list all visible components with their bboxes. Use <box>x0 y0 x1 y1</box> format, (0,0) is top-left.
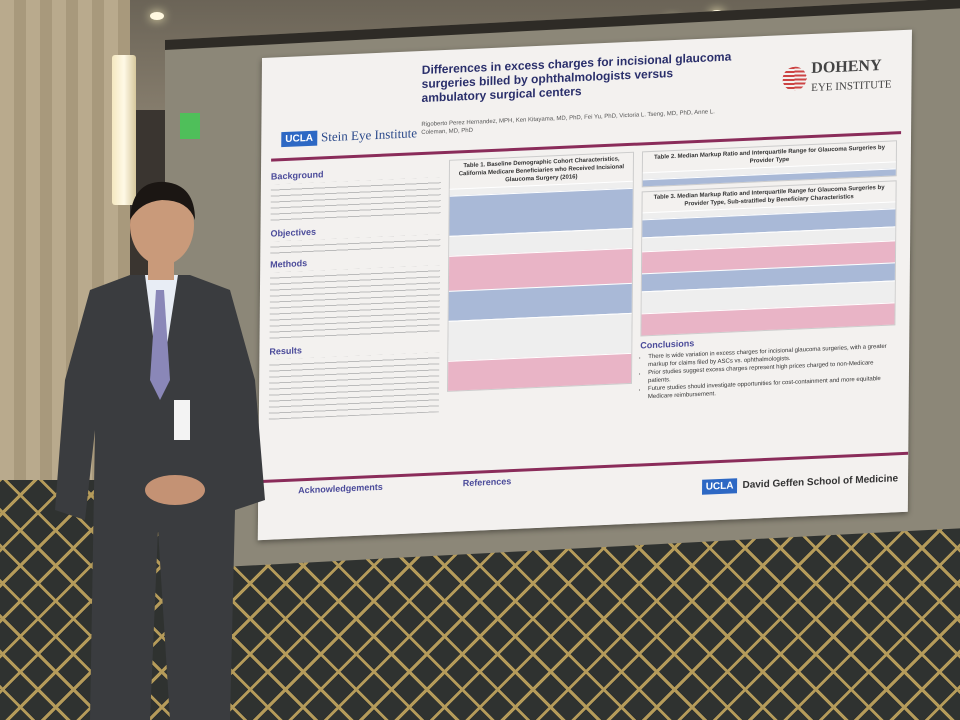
school-name: David Geffen School of Medicine <box>742 473 899 492</box>
heading-references: References <box>462 476 512 489</box>
doheny-sub: EYE INSTITUTE <box>811 78 892 95</box>
left-column: Background Objectives Methods Results <box>268 160 441 420</box>
poster-title: Differences in excess charges for incisi… <box>421 49 732 106</box>
middle-column: Table 1. Baseline Demographic Cohort Cha… <box>447 151 635 412</box>
right-column: Table 2. Median Markup Ratio and Interqu… <box>640 140 898 403</box>
heading-acknowledgements: Acknowledgements <box>298 481 383 496</box>
doheny-name: DOHENY <box>811 56 882 78</box>
doheny-mark-icon <box>782 66 807 92</box>
presenter-person <box>55 181 265 720</box>
research-poster: UCLA Stein Eye Institute Differences in … <box>257 29 912 541</box>
table-3: Table 3. Median Markup Ratio and Interqu… <box>640 180 897 337</box>
table-2: Table 2. Median Markup Ratio and Interqu… <box>641 140 898 188</box>
poster-authors: Rigoberto Perez Hernandez, MPH, Ken Kita… <box>421 109 715 137</box>
board-tag <box>180 113 200 139</box>
institute-name: Stein Eye Institute <box>321 125 418 145</box>
poster-header: UCLA Stein Eye Institute Differences in … <box>271 38 902 162</box>
ceiling-light <box>150 12 164 20</box>
wall-sconce <box>112 55 136 205</box>
stein-eye-logo: UCLA Stein Eye Institute <box>281 125 418 147</box>
ucla-badge: UCLA <box>281 130 318 147</box>
table-1: Table 1. Baseline Demographic Cohort Cha… <box>447 151 635 392</box>
ucla-badge: UCLA <box>701 478 738 495</box>
dgsom-logo: UCLA David Geffen School of Medicine <box>701 471 899 495</box>
doheny-logo: DOHENY EYE INSTITUTE <box>782 56 892 97</box>
